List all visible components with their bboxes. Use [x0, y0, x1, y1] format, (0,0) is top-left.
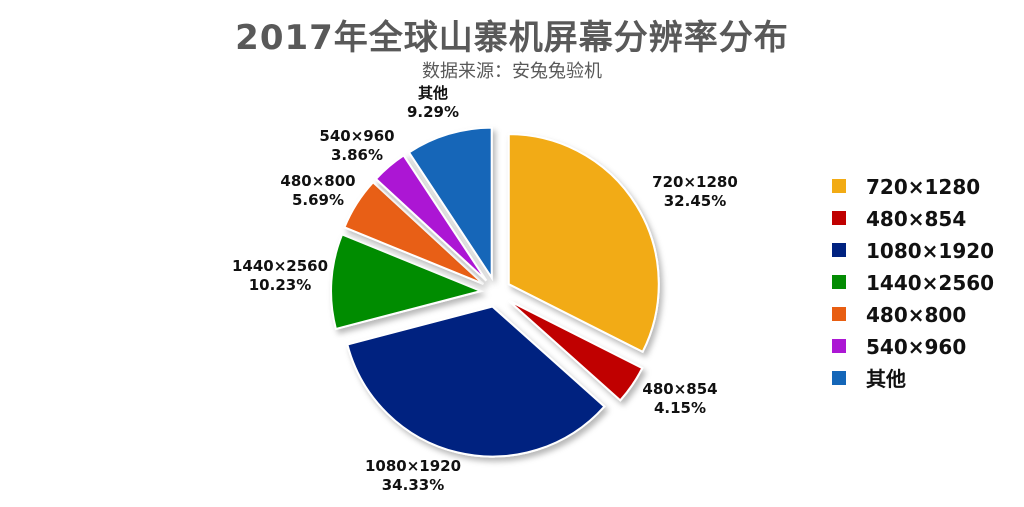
slice-label-value: 34.33% [382, 476, 444, 494]
legend-label-720x1280: 720×1280 [866, 175, 980, 199]
legend-swatch-540x960 [832, 339, 846, 353]
pie-slice-540x960 [374, 154, 488, 282]
chart-subtitle: 数据来源：安兔兔验机 [422, 61, 602, 82]
legend: 720×1280 480×854 1080×1920 1440×2560 480×800… [832, 175, 994, 391]
pie-slice-1080x1920 [346, 305, 606, 458]
pie-slice-720x1280 [507, 133, 660, 354]
slice-label-value: 5.69% [292, 191, 344, 209]
slice-label-value: 4.15% [654, 399, 706, 417]
slice-label-name: 480×800 [280, 172, 355, 190]
legend-swatch-480x854 [832, 211, 846, 225]
pie-slices [330, 126, 660, 458]
slice-label-value: 9.29% [407, 103, 459, 121]
slice-label-value: 3.86% [331, 146, 383, 164]
slice-label-value: 10.23% [249, 276, 311, 294]
slice-label-name: 1080×1920 [365, 457, 461, 475]
legend-label-1080x1920: 1080×1920 [866, 239, 994, 263]
legend-label-480x854: 480×854 [866, 207, 966, 231]
legend-swatch-other-6 [832, 371, 846, 385]
legend-label-480x800: 480×800 [866, 303, 966, 327]
pie-slice-480x800 [343, 180, 485, 285]
slice-label-name: 540×960 [319, 127, 394, 145]
legend-swatch-720x1280 [832, 179, 846, 193]
slice-label-name: 480×854 [642, 380, 717, 398]
pie-slice-other-6 [407, 126, 493, 281]
legend-label-540x960: 540×960 [866, 335, 966, 359]
pie-slice-480x854 [507, 299, 644, 402]
slice-label-value: 32.45% [664, 192, 726, 210]
slice-label-name: 1440×2560 [232, 257, 328, 275]
chart-title: 2017年全球山寨机屏幕分辨率分布 [235, 18, 789, 58]
legend-swatch-1080x1920 [832, 243, 846, 257]
pie-slice-1440x2560 [330, 233, 485, 331]
slice-label-name: 其他 [418, 84, 448, 102]
slice-label-name: 720×1280 [652, 173, 738, 191]
legend-swatch-480x800 [832, 307, 846, 321]
legend-label-1440x2560: 1440×2560 [866, 271, 994, 295]
legend-swatch-1440x2560 [832, 275, 846, 289]
legend-label-other-6: 其他 [866, 367, 906, 391]
